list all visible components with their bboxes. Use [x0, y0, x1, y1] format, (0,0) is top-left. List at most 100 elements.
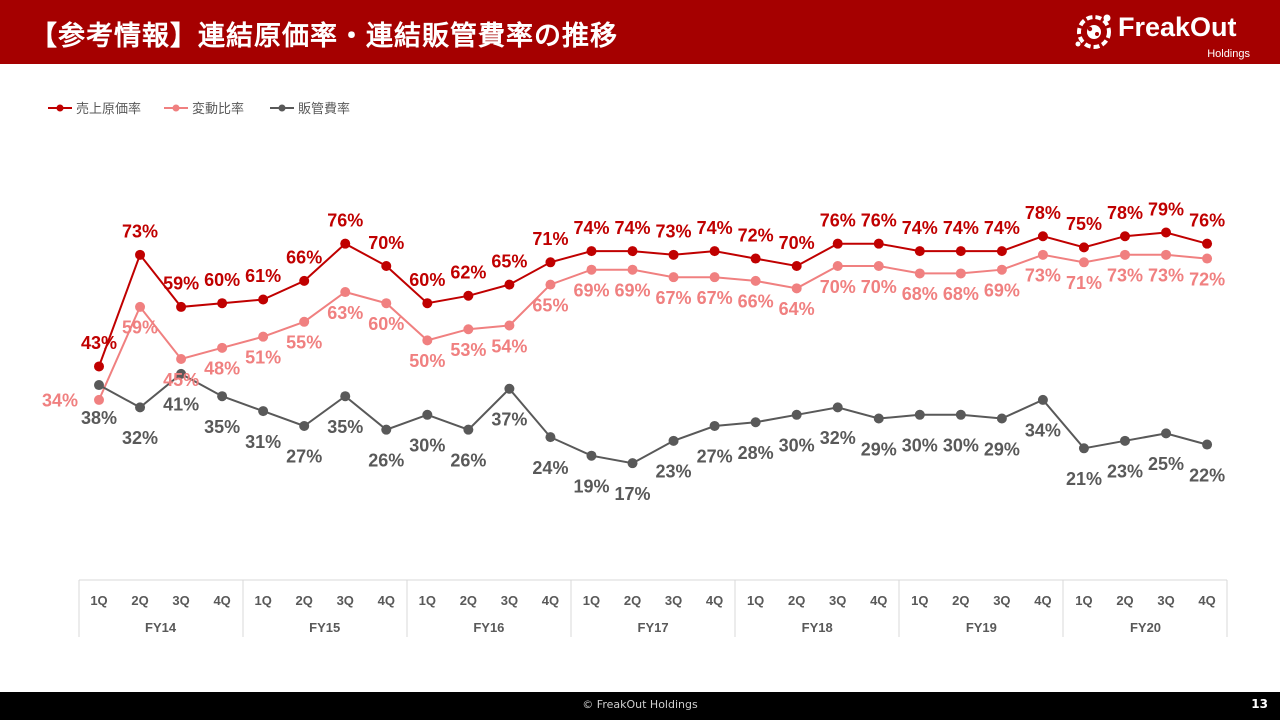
data-point: [258, 294, 269, 305]
data-point: [1202, 253, 1213, 264]
data-label: 51%: [245, 347, 281, 367]
data-point: [504, 320, 515, 331]
logo-name: FreakOut: [1118, 12, 1237, 42]
data-point: [258, 331, 269, 342]
data-point: [176, 301, 187, 312]
data-point: [463, 290, 474, 301]
line-chart: 売上原価率 変動比率 販管費率 1Q 2Q 3Q 4Q 1Q 2Q 3Q 4Q 1Q 2Q 3Q 4Q 1Q…: [42, 101, 1228, 637]
tick-label: 2Q: [624, 593, 641, 608]
data-label: 28%: [738, 443, 774, 463]
data-label: 27%: [697, 447, 733, 467]
tick-label: 1Q: [90, 593, 107, 608]
data-label: 60%: [409, 270, 445, 290]
data-label: 26%: [368, 450, 404, 470]
data-point: [709, 420, 720, 431]
data-point: [94, 394, 104, 405]
data-label: 24%: [532, 458, 568, 478]
data-label: 34%: [42, 391, 78, 411]
tick-label: 2Q: [952, 593, 969, 608]
data-label: 27%: [286, 447, 322, 467]
data-label: 74%: [984, 218, 1020, 238]
tick-label: 1Q: [583, 593, 600, 608]
data-point: [586, 246, 597, 257]
tick-label: 3Q: [993, 593, 1010, 608]
data-point: [340, 238, 351, 249]
data-point: [996, 246, 1007, 257]
data-label: 50%: [409, 351, 445, 371]
data-label: 69%: [573, 280, 609, 300]
group-label: FY16: [473, 620, 504, 635]
data-label: 75%: [1066, 214, 1102, 234]
tick-label: 2Q: [460, 593, 477, 608]
data-point: [750, 417, 761, 428]
tick-label: 1Q: [254, 593, 271, 608]
tick-label: 4Q: [870, 593, 887, 608]
data-label: 73%: [1025, 266, 1061, 286]
data-point: [586, 264, 597, 275]
data-point: [627, 246, 638, 257]
data-point: [1202, 238, 1213, 249]
data-label: 21%: [1066, 469, 1102, 489]
tick-label: 3Q: [829, 593, 846, 608]
data-point: [135, 249, 146, 260]
tick-label: 4Q: [706, 593, 723, 608]
data-label: 68%: [943, 284, 979, 304]
data-label: 59%: [122, 318, 158, 338]
series-line: [98, 231, 1208, 367]
tick-label: 2Q: [1116, 593, 1133, 608]
data-point: [832, 402, 843, 413]
data-label: 74%: [902, 218, 938, 238]
data-point: [545, 257, 556, 268]
tick-label: 1Q: [1075, 593, 1092, 608]
legend-label: 売上原価率: [76, 101, 141, 117]
data-point: [709, 246, 720, 257]
data-point: [381, 424, 392, 435]
data-label: 32%: [820, 428, 856, 448]
data-point: [873, 238, 884, 249]
data-point: [1037, 249, 1048, 260]
footer-bar: © FreakOut Holdings 13: [0, 692, 1280, 720]
data-label: 53%: [450, 340, 486, 360]
legend-label: 変動比率: [192, 101, 244, 117]
data-label: 67%: [656, 288, 692, 308]
data-label: 19%: [573, 476, 609, 496]
data-point: [709, 272, 720, 283]
data-label: 67%: [697, 288, 733, 308]
legend-marker: [56, 104, 64, 112]
data-label: 43%: [81, 333, 117, 353]
data-point: [176, 354, 187, 364]
data-point: [791, 409, 802, 420]
data-label: 34%: [1025, 421, 1061, 441]
data-label: 29%: [984, 439, 1020, 459]
data-label: 66%: [738, 292, 774, 312]
tick-label: 1Q: [419, 593, 436, 608]
data-point: [504, 383, 515, 394]
tick-label: 4Q: [213, 593, 230, 608]
tick-label: 2Q: [131, 593, 148, 608]
data-label: 37%: [491, 410, 527, 430]
data-label: 71%: [532, 229, 568, 249]
data-point: [135, 301, 146, 312]
data-label: 60%: [204, 270, 240, 290]
data-label: 23%: [656, 462, 692, 482]
data-label: 70%: [368, 233, 404, 253]
page-title: 【参考情報】連結原価率・連結販管費率の推移: [30, 21, 618, 52]
data-label: 73%: [656, 222, 692, 242]
data-point: [1037, 231, 1048, 242]
header-bar: 【参考情報】連結原価率・連結販管費率の推移 FreakOut Holdings: [0, 0, 1280, 64]
data-point: [586, 450, 597, 461]
data-label: 65%: [532, 295, 568, 315]
data-label: 41%: [163, 395, 199, 415]
data-label: 79%: [1148, 199, 1184, 219]
data-label: 59%: [163, 274, 199, 294]
data-point: [340, 391, 351, 402]
data-point: [463, 424, 474, 435]
data-label: 35%: [204, 417, 240, 437]
data-point: [750, 275, 761, 286]
data-label: 73%: [1107, 266, 1143, 286]
page-number: 13: [1251, 697, 1268, 711]
data-point: [627, 458, 638, 469]
data-label: 76%: [327, 210, 363, 230]
data-point: [217, 342, 228, 353]
data-point: [832, 261, 843, 271]
